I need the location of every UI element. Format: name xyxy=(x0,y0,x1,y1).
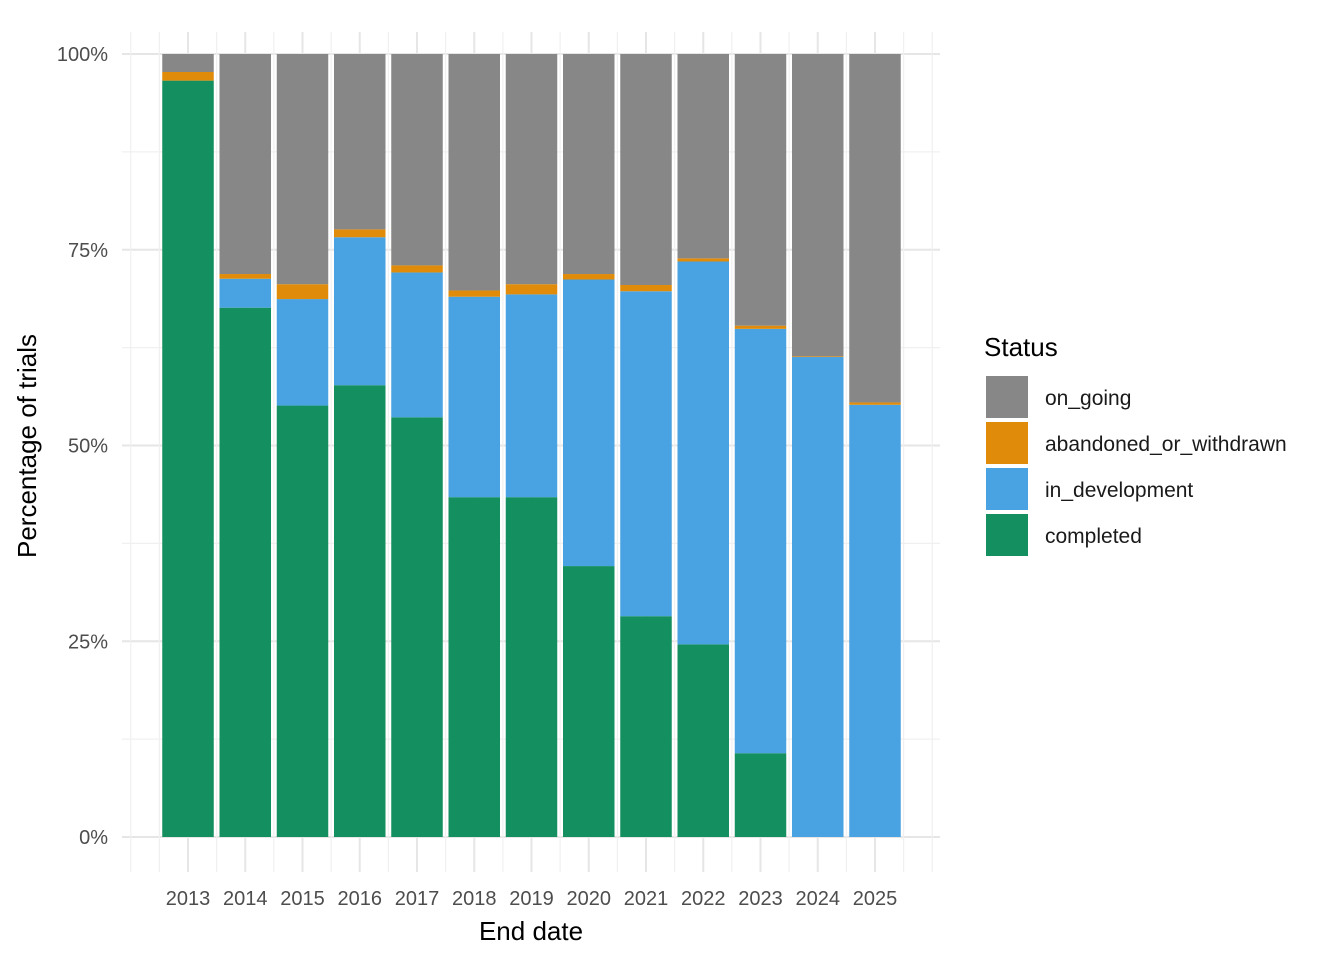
bar-abandoned_or_withdrawn-2023 xyxy=(734,325,787,329)
bars xyxy=(162,54,901,837)
bar-abandoned_or_withdrawn-2024 xyxy=(792,356,844,358)
bar-on_going-2024 xyxy=(792,54,844,357)
x-tick-label: 2017 xyxy=(395,888,440,910)
bar-completed-2021 xyxy=(620,616,672,837)
legend-label-on_going: on_going xyxy=(1045,387,1131,410)
bar-abandoned_or_withdrawn-2017 xyxy=(391,265,443,273)
bar-in_development-2015 xyxy=(276,299,329,406)
x-tick-label: 2016 xyxy=(338,888,383,910)
bar-completed-2013 xyxy=(162,80,214,837)
bar-abandoned_or_withdrawn-2016 xyxy=(334,229,386,238)
bar-in_development-2018 xyxy=(448,296,500,498)
bar-completed-2016 xyxy=(334,385,386,837)
bar-on_going-2013 xyxy=(162,54,214,73)
bar-in_development-2022 xyxy=(677,261,729,645)
legend: Status on_going abandoned_or_withdrawn in_… xyxy=(984,332,1287,556)
bar-abandoned_or_withdrawn-2018 xyxy=(448,290,500,297)
x-tick-label: 2021 xyxy=(624,888,669,910)
bar-in_development-2014 xyxy=(219,278,271,308)
bar-in_development-2019 xyxy=(505,294,558,498)
bar-on_going-2025 xyxy=(849,54,901,403)
legend-key-in_development xyxy=(986,468,1028,510)
bar-in_development-2021 xyxy=(620,291,672,617)
bar-abandoned_or_withdrawn-2022 xyxy=(677,258,729,262)
bar-abandoned_or_withdrawn-2019 xyxy=(505,284,558,295)
x-tick-label: 2020 xyxy=(567,888,612,910)
x-axis-title: End date xyxy=(479,916,583,946)
y-tick-label: 100% xyxy=(57,44,108,66)
bar-in_development-2020 xyxy=(563,279,615,567)
bar-in_development-2017 xyxy=(391,272,443,418)
bar-on_going-2014 xyxy=(219,54,271,275)
y-tick-label: 75% xyxy=(68,240,108,262)
y-tick-label: 0% xyxy=(79,827,108,849)
y-tick-label: 25% xyxy=(68,631,108,653)
x-tick-label: 2013 xyxy=(166,888,211,910)
bar-abandoned_or_withdrawn-2021 xyxy=(620,284,672,292)
bar-abandoned_or_withdrawn-2013 xyxy=(162,72,214,81)
bar-on_going-2015 xyxy=(276,54,329,285)
bar-on_going-2016 xyxy=(334,54,386,230)
bar-completed-2018 xyxy=(448,497,500,837)
bar-on_going-2018 xyxy=(448,54,500,291)
legend-label-abandoned_or_withdrawn: abandoned_or_withdrawn xyxy=(1045,433,1287,456)
bar-on_going-2023 xyxy=(734,54,787,326)
bar-completed-2022 xyxy=(677,644,729,837)
x-tick-label: 2019 xyxy=(509,888,554,910)
legend-title: Status xyxy=(984,332,1058,362)
bar-in_development-2016 xyxy=(334,237,386,386)
legend-key-on_going xyxy=(986,376,1028,418)
x-tick-label: 2023 xyxy=(738,888,783,910)
bar-in_development-2025 xyxy=(849,404,901,837)
x-tick-label: 2024 xyxy=(796,888,841,910)
legend-key-completed xyxy=(986,514,1028,556)
legend-label-completed: completed xyxy=(1045,525,1142,548)
x-tick-label: 2022 xyxy=(681,888,726,910)
bar-in_development-2023 xyxy=(734,328,787,754)
bar-abandoned_or_withdrawn-2014 xyxy=(219,274,271,279)
x-tick-label: 2018 xyxy=(452,888,497,910)
bar-completed-2014 xyxy=(219,307,271,837)
bar-completed-2017 xyxy=(391,417,443,837)
bar-on_going-2017 xyxy=(391,54,443,266)
bar-on_going-2020 xyxy=(563,54,615,275)
bar-in_development-2024 xyxy=(792,357,844,837)
bar-on_going-2019 xyxy=(505,54,558,285)
x-tick-label: 2015 xyxy=(280,888,325,910)
bar-completed-2019 xyxy=(505,497,558,837)
legend-label-in_development: in_development xyxy=(1045,479,1193,502)
bar-completed-2020 xyxy=(563,566,615,837)
y-tick-label: 50% xyxy=(68,436,108,458)
bar-abandoned_or_withdrawn-2015 xyxy=(276,284,329,300)
bar-abandoned_or_withdrawn-2025 xyxy=(849,402,901,405)
y-axis-title: Percentage of trials xyxy=(12,334,42,558)
bar-completed-2015 xyxy=(276,405,329,837)
x-tick-label: 2014 xyxy=(223,888,268,910)
x-axis-ticks: 2013 2014 2015 2016 2017 2018 2019 2020 2021 2022… xyxy=(166,888,898,910)
bar-completed-2023 xyxy=(734,753,787,837)
y-axis-ticks: 0% 25% 50% 75% 100% xyxy=(57,44,108,849)
legend-key-abandoned_or_withdrawn xyxy=(986,422,1028,464)
bar-on_going-2022 xyxy=(677,54,729,259)
x-tick-label: 2025 xyxy=(853,888,898,910)
bar-abandoned_or_withdrawn-2020 xyxy=(563,274,615,280)
bar-on_going-2021 xyxy=(620,54,672,285)
